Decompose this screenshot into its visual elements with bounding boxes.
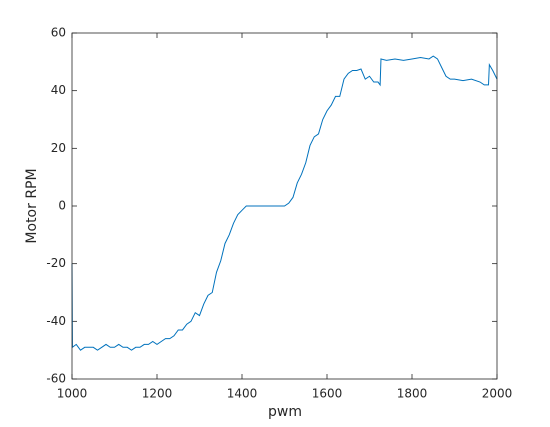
y-tick-label: 40	[51, 83, 66, 97]
x-tick-label: 2000	[482, 387, 513, 401]
plot-frame	[71, 32, 498, 380]
y-tick-label: 20	[51, 141, 66, 155]
x-axis-label: pwm	[268, 404, 302, 420]
y-tick-label: -40	[46, 314, 66, 328]
y-tick-label: -60	[46, 372, 66, 386]
y-tick-label: -20	[46, 256, 66, 270]
y-tick-label: 60	[51, 26, 66, 40]
x-tick-label: 1800	[397, 387, 428, 401]
x-tick-label: 1000	[57, 387, 88, 401]
x-tick-label: 1200	[142, 387, 173, 401]
y-axis-label: Motor RPM	[24, 168, 40, 243]
x-tick-label: 1600	[312, 387, 343, 401]
data-line	[71, 55, 498, 351]
y-tick-label: 0	[58, 199, 66, 213]
x-tick-label: 1400	[227, 387, 258, 401]
